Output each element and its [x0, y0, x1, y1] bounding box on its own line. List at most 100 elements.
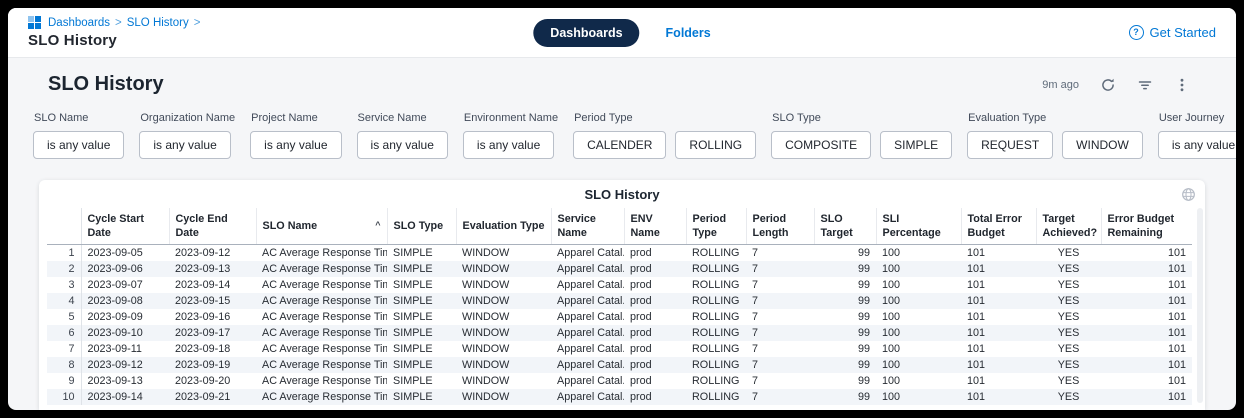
filter-option-simple[interactable]: SIMPLE: [880, 131, 953, 159]
column-header-error-budget-remaining[interactable]: Error Budget Remaining: [1100, 208, 1192, 246]
filter-value-user-journey[interactable]: is any value: [1157, 131, 1236, 159]
filter-label: Environment Name: [463, 112, 559, 124]
breadcrumb-link-dashboards[interactable]: Dashboards: [48, 16, 111, 29]
column-header-service-name[interactable]: Service Name: [550, 208, 624, 246]
tab-dashboards[interactable]: Dashboards: [533, 18, 640, 47]
table-scrollbar[interactable]: [1197, 208, 1203, 404]
table-cell: ROLLING: [692, 327, 740, 340]
refresh-icon[interactable]: [1099, 76, 1116, 93]
table-cell: SIMPLE: [393, 311, 433, 324]
more-options-icon[interactable]: [1173, 76, 1190, 93]
row-index: 4: [47, 293, 82, 310]
filter-value-service-name[interactable]: is any value: [356, 131, 448, 159]
table-cell: SIMPLE: [393, 343, 433, 356]
table-cell: 99: [857, 247, 870, 260]
table-cell: 2023-09-17: [175, 327, 231, 340]
table-cell: WINDOW: [462, 295, 510, 308]
table-cell: 100: [882, 247, 901, 260]
filter-controls: is any value: [462, 131, 558, 159]
table-header-row: Cycle Start Date Cycle End Date SLO Name ^ S…: [47, 208, 1192, 246]
column-header-evaluation-type[interactable]: Evaluation Type: [455, 208, 551, 246]
filter-group-environment-name: Environment Name is any value: [462, 112, 559, 159]
breadcrumb-link-slo-history[interactable]: SLO History: [126, 16, 189, 29]
table-cell: 101: [1167, 311, 1186, 324]
column-header-sli-percentage[interactable]: SLI Percentage: [875, 208, 961, 246]
table-cell: 100: [882, 375, 901, 388]
filter-option-rolling[interactable]: ROLLING: [675, 131, 757, 159]
column-header-cycle-end-date[interactable]: Cycle End Date: [168, 208, 256, 246]
table-cell: 7: [752, 391, 759, 404]
filter-option-request[interactable]: REQUEST: [967, 131, 1054, 159]
table-cell: SIMPLE: [393, 391, 433, 404]
table-cell: prod: [630, 279, 652, 292]
table-cell: ROLLING: [692, 375, 740, 388]
page-title: SLO History: [28, 32, 117, 49]
table-cell: YES: [1057, 359, 1080, 372]
table-cell: 101: [967, 295, 986, 308]
filter-label: Project Name: [251, 112, 318, 124]
column-header-slo-target[interactable]: SLO Target: [813, 208, 876, 246]
table-row: 1 2023-09-05 2023-09-12 AC Average Response…: [47, 244, 1192, 262]
table-cell: prod: [630, 343, 652, 356]
table-cell: 101: [1167, 375, 1186, 388]
table-cell: 99: [857, 263, 870, 276]
filter-icon[interactable]: [1136, 76, 1153, 93]
table-cell: SIMPLE: [393, 327, 433, 340]
table-cell: ROLLING: [692, 391, 740, 404]
table-cell: 101: [1167, 279, 1186, 292]
table-cell: SIMPLE: [393, 247, 433, 260]
filter-group-organization-name: Organization Name is any value: [139, 112, 235, 159]
get-started-link[interactable]: ? Get Started: [1128, 25, 1216, 40]
filter-controls: CALENDER ROLLING: [573, 131, 757, 159]
row-index: 6: [47, 325, 82, 342]
filter-value-environment-name[interactable]: is any value: [462, 131, 555, 159]
globe-icon[interactable]: [1181, 187, 1196, 207]
filter-option-calender[interactable]: CALENDER: [573, 131, 667, 159]
table-row: 8 2023-09-12 2023-09-19 AC Average Response…: [47, 357, 1192, 374]
column-header-slo-name[interactable]: SLO Name ^: [255, 208, 387, 246]
last-refresh-label: 9m ago: [1042, 78, 1079, 91]
column-header-env-name[interactable]: ENV Name: [623, 208, 686, 246]
table-cell: AC Average Response Time: [262, 311, 387, 324]
table-cell: ROLLING: [692, 263, 740, 276]
column-header-slo-type[interactable]: SLO Type: [386, 208, 456, 246]
filter-value-organization-name[interactable]: is any value: [139, 131, 231, 159]
table-cell: 101: [967, 279, 986, 292]
column-header-period-length[interactable]: Period Length: [745, 208, 814, 246]
column-header-target-achieved[interactable]: Target Achieved?: [1035, 208, 1101, 246]
slo-history-card: SLO History Cycle Start Date Cycle End Da…: [39, 180, 1205, 410]
table-cell: Apparel Catal...: [557, 247, 624, 260]
table-cell: WINDOW: [462, 375, 510, 388]
filter-value-project-name[interactable]: is any value: [250, 131, 342, 159]
table-cell: 100: [882, 343, 901, 356]
filter-group-slo-name: SLO Name is any value: [33, 112, 125, 159]
table-cell: SIMPLE: [393, 263, 433, 276]
filter-group-slo-type: SLO Type COMPOSITE SIMPLE: [771, 112, 953, 159]
table-cell: YES: [1057, 311, 1080, 324]
table-cell: 99: [857, 295, 870, 308]
row-index: 3: [47, 277, 82, 294]
table-cell: WINDOW: [462, 311, 510, 324]
table-cell: YES: [1057, 391, 1080, 404]
table-cell: 100: [882, 359, 901, 372]
table-cell: 101: [967, 327, 986, 340]
table-cell: SIMPLE: [393, 359, 433, 372]
table-cell: 2023-09-13: [175, 263, 231, 276]
filter-option-window[interactable]: WINDOW: [1062, 131, 1143, 159]
filter-label: Evaluation Type: [968, 112, 1047, 124]
table-cell: 7: [752, 247, 759, 260]
breadcrumb-separator: >: [193, 16, 201, 29]
filter-value-slo-name[interactable]: is any value: [33, 131, 125, 159]
column-header-total-error-budget[interactable]: Total Error Budget: [960, 208, 1036, 246]
column-header-period-type[interactable]: Period Type: [685, 208, 746, 246]
get-started-label: Get Started: [1149, 25, 1216, 40]
table-wrap: Cycle Start Date Cycle End Date SLO Name ^ S…: [39, 208, 1205, 406]
tab-folders[interactable]: Folders: [665, 25, 711, 40]
table-cell: 100: [882, 327, 901, 340]
app-window: Dashboards > SLO History > SLO History Dash…: [8, 8, 1236, 410]
filter-option-composite[interactable]: COMPOSITE: [771, 131, 872, 159]
table-cell: prod: [630, 359, 652, 372]
column-header-cycle-start-date[interactable]: Cycle Start Date: [81, 208, 169, 246]
column-header-row-number[interactable]: [47, 208, 82, 246]
table-cell: AC Average Response Time: [262, 247, 387, 260]
